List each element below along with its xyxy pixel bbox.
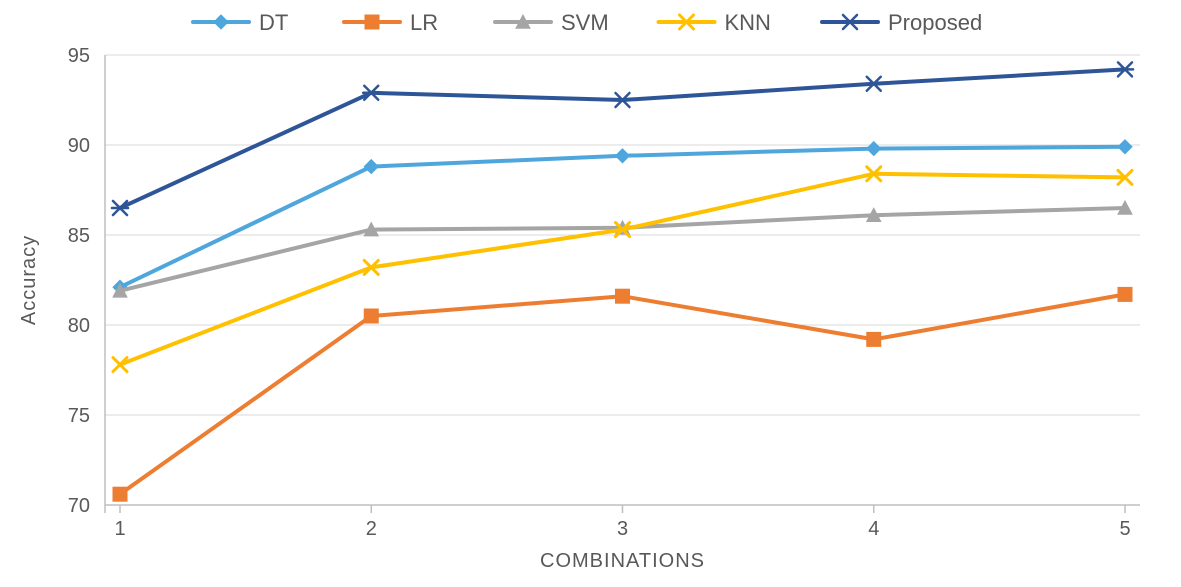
- y-tick-label: 90: [68, 135, 90, 157]
- y-tick-label: 85: [68, 225, 90, 247]
- y-axis-label: Accuracy: [18, 235, 40, 325]
- x-tick-label: 4: [868, 518, 879, 540]
- y-tick-label: 75: [68, 405, 90, 427]
- x-tick-label: 3: [617, 518, 628, 540]
- x-tick-label: 5: [1119, 518, 1130, 540]
- legend-label: LR: [410, 10, 438, 35]
- legend-label: SVM: [561, 10, 609, 35]
- y-tick-label: 95: [68, 45, 90, 67]
- x-tick-label: 1: [114, 518, 125, 540]
- legend-label: KNN: [725, 10, 771, 35]
- y-tick-label: 80: [68, 315, 90, 337]
- x-axis-label: COMBINATIONS: [540, 550, 705, 572]
- accuracy-chart: 70 75 80 85 90 95 1 2 3 4 5 COMBINATIONS Accuracy DT L…: [0, 0, 1181, 587]
- y-tick-label: 70: [68, 495, 90, 517]
- x-tick-label: 2: [366, 518, 377, 540]
- legend-label: Proposed: [888, 10, 982, 35]
- legend-label: DT: [259, 10, 288, 35]
